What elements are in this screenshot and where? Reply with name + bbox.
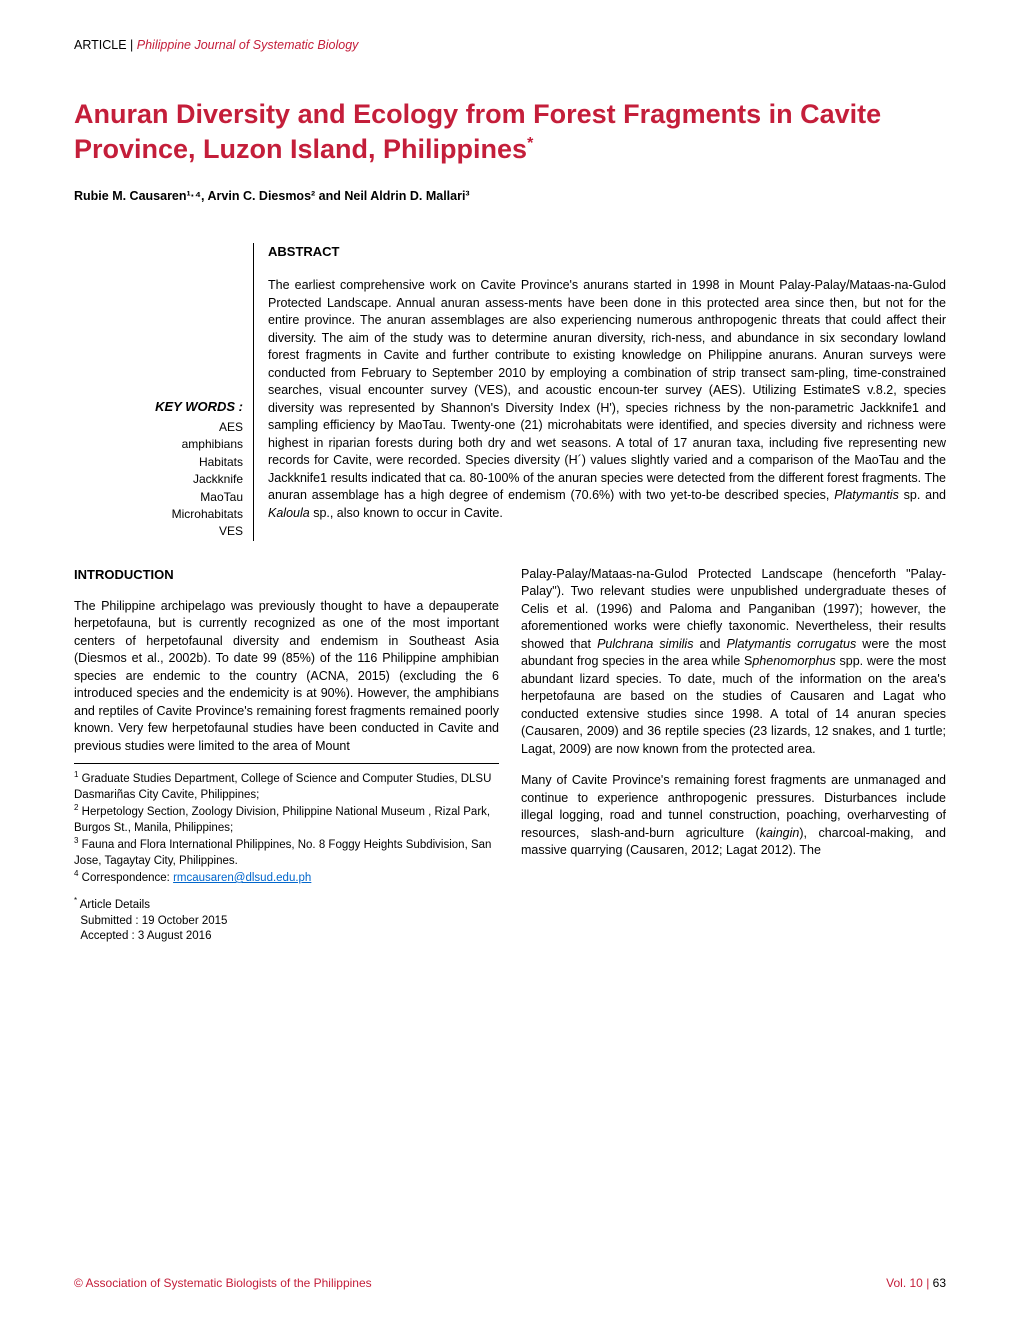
keyword-item: MaoTau xyxy=(74,489,243,506)
article-details-label: Article Details xyxy=(80,899,150,911)
keyword-item: Jackknife xyxy=(74,471,243,488)
article-details: * Article Details Submitted : 19 October… xyxy=(74,896,499,944)
submitted-date: Submitted : 19 October 2015 xyxy=(80,915,227,927)
affiliation-4: 4 Correspondence: rmcausaren@dlsud.edu.p… xyxy=(74,869,499,886)
intro-para-left: The Philippine archipelago was previousl… xyxy=(74,598,499,756)
authors-line: Rubie M. Causaren¹·⁴, Arvin C. Diesmos² … xyxy=(74,189,946,203)
keyword-item: Microhabitats xyxy=(74,506,243,523)
page-footer: © Association of Systematic Biologists o… xyxy=(74,1276,946,1290)
keywords-column: KEY WORDS : AES amphibians Habitats Jack… xyxy=(74,243,254,541)
introduction-heading: INTRODUCTION xyxy=(74,566,499,584)
right-column: Palay-Palay/Mataas-na-Gulod Protected La… xyxy=(521,566,946,945)
affiliations: 1 Graduate Studies Department, College o… xyxy=(74,770,499,886)
affiliation-2: 2 Herpetology Section, Zoology Division,… xyxy=(74,803,499,836)
journal-name: Philippine Journal of Systematic Biology xyxy=(137,38,359,52)
article-label: ARTICLE | xyxy=(74,38,137,52)
keyword-item: VES xyxy=(74,523,243,540)
abstract-column: ABSTRACT The earliest comprehensive work… xyxy=(254,243,946,541)
correspondence-email[interactable]: rmcausaren@dlsud.edu.ph xyxy=(173,872,311,884)
intro-para-right-2: Many of Cavite Province's remaining fore… xyxy=(521,772,946,860)
keywords-label: KEY WORDS : xyxy=(74,398,243,417)
affiliation-1: 1 Graduate Studies Department, College o… xyxy=(74,770,499,803)
copyright-text: © Association of Systematic Biologists o… xyxy=(74,1276,372,1290)
intro-para-right-1: Palay-Palay/Mataas-na-Gulod Protected La… xyxy=(521,566,946,759)
volume-page: Vol. 10 | 63 xyxy=(886,1276,946,1290)
affiliation-3: 3 Fauna and Flora International Philippi… xyxy=(74,836,499,869)
keyword-item: AES xyxy=(74,419,243,436)
accepted-date: Accepted : 3 August 2016 xyxy=(80,930,211,942)
keyword-item: amphibians xyxy=(74,436,243,453)
running-header: ARTICLE | Philippine Journal of Systemat… xyxy=(74,38,946,52)
keyword-item: Habitats xyxy=(74,454,243,471)
title-asterisk: * xyxy=(527,135,533,152)
footnote-divider xyxy=(74,763,499,764)
abstract-text: The earliest comprehensive work on Cavit… xyxy=(268,277,946,522)
body-columns: INTRODUCTION The Philippine archipelago … xyxy=(74,566,946,945)
left-column: INTRODUCTION The Philippine archipelago … xyxy=(74,566,499,945)
article-title: Anuran Diversity and Ecology from Forest… xyxy=(74,97,946,167)
abstract-label: ABSTRACT xyxy=(268,243,946,261)
title-text: Anuran Diversity and Ecology from Forest… xyxy=(74,99,881,164)
abstract-section: KEY WORDS : AES amphibians Habitats Jack… xyxy=(74,243,946,541)
